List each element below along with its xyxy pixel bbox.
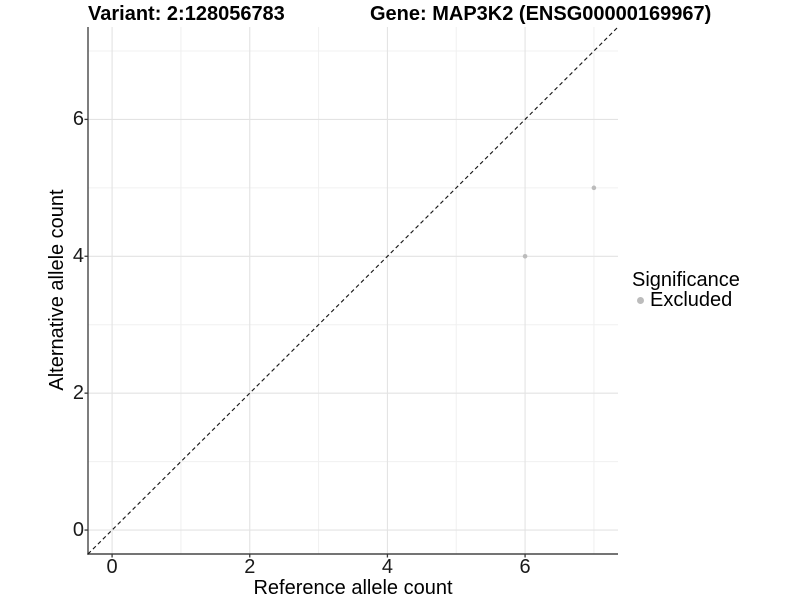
chart-title-variant: Variant: 2:128056783 — [88, 3, 285, 25]
legend-title: Significance — [632, 269, 740, 291]
chart-title-gene: Gene: MAP3K2 (ENSG00000169967) — [370, 3, 712, 25]
excluded-swatch-icon — [637, 297, 644, 304]
legend-item-label: Excluded — [650, 289, 733, 311]
x-axis-title: Reference allele count — [253, 577, 453, 599]
y-tick-label: 4 — [72, 245, 84, 268]
data-point — [591, 185, 597, 191]
x-tick-label: 6 — [519, 556, 531, 578]
identity-dashed-line — [87, 26, 619, 555]
legend: Significance Excluded — [632, 269, 740, 311]
x-tick-label: 2 — [244, 556, 256, 578]
y-axis-title: Alternative allele count — [46, 189, 68, 391]
y-tick-label: 0 — [72, 519, 84, 542]
x-tick-label: 0 — [106, 556, 118, 578]
x-tick-label: 4 — [381, 556, 393, 578]
y-tick-label: 2 — [72, 382, 84, 405]
legend-item-excluded: Excluded — [632, 290, 740, 311]
y-tick-label: 6 — [72, 108, 84, 131]
data-point — [522, 253, 528, 259]
